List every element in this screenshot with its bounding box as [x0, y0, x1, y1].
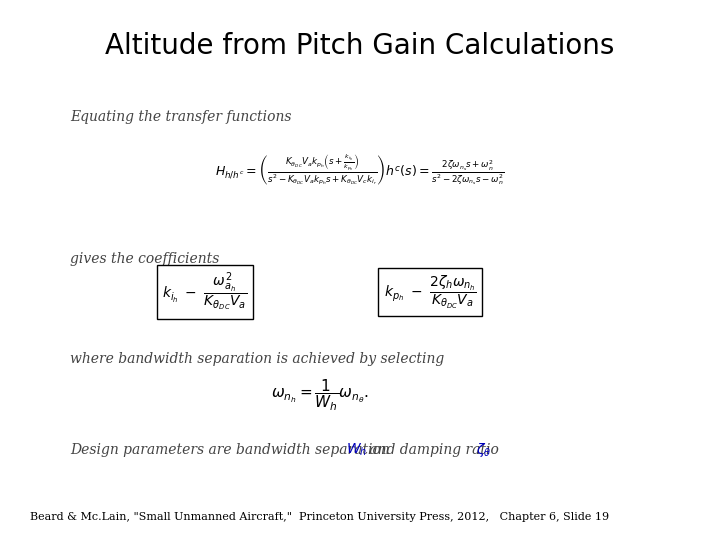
Text: Altitude from Pitch Gain Calculations: Altitude from Pitch Gain Calculations — [105, 32, 615, 60]
Text: Equating the transfer functions: Equating the transfer functions — [70, 110, 292, 124]
Text: $\zeta_\theta$: $\zeta_\theta$ — [476, 441, 491, 459]
Text: gives the coefficients: gives the coefficients — [70, 252, 220, 266]
Text: and damping ratio: and damping ratio — [365, 443, 503, 457]
Text: $H_{h/h^c} = \left( \frac{K_{\theta_{DC}} V_a k_{p_h} \left(s + \frac{k_{i_h}}{k: $H_{h/h^c} = \left( \frac{K_{\theta_{DC}… — [215, 153, 505, 187]
Text: $k_{i_h} \ - \ \dfrac{\omega_{a_h}^2}{K_{\theta_{DC}} V_a}$: $k_{i_h} \ - \ \dfrac{\omega_{a_h}^2}{K_… — [162, 271, 248, 313]
Text: $\omega_{n_h} = \dfrac{1}{W_h} \omega_{n_\theta}.$: $\omega_{n_h} = \dfrac{1}{W_h} \omega_{n… — [271, 377, 369, 413]
Text: where bandwidth separation is achieved by selecting: where bandwidth separation is achieved b… — [70, 352, 444, 366]
Text: $W_h$: $W_h$ — [346, 442, 367, 458]
Text: Design parameters are bandwidth separation: Design parameters are bandwidth separati… — [70, 443, 394, 457]
Text: $k_{p_h} \ - \ \dfrac{2\zeta_h \omega_{n_h}}{K_{\theta_{DC}} V_a}$: $k_{p_h} \ - \ \dfrac{2\zeta_h \omega_{n… — [384, 273, 477, 310]
Text: Beard & Mc.Lain, "Small Unmanned Aircraft,"  Princeton University Press, 2012,  : Beard & Mc.Lain, "Small Unmanned Aircraf… — [30, 512, 609, 522]
